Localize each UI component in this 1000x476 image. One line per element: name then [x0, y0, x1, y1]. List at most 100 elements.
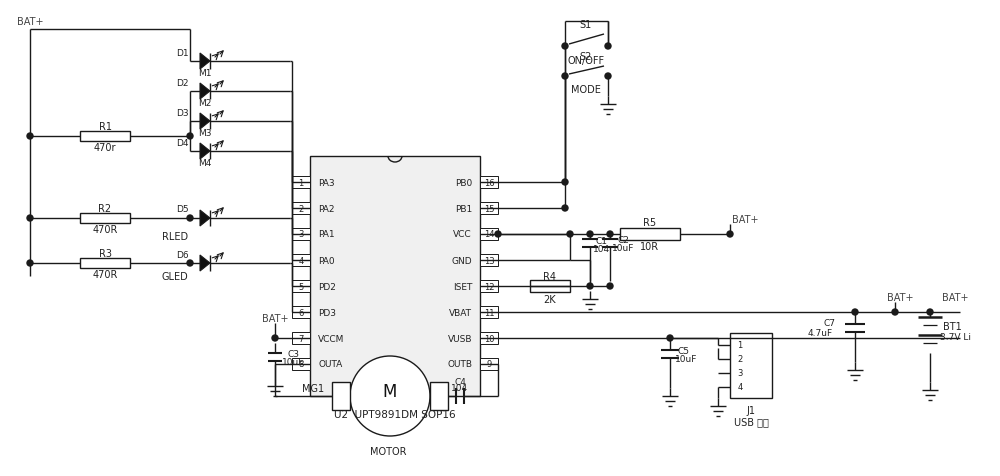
Circle shape: [562, 179, 568, 186]
Bar: [480, 280, 498, 292]
Text: ON/OFF: ON/OFF: [567, 56, 605, 66]
Bar: [730, 333, 772, 398]
Text: C1: C1: [596, 237, 608, 246]
Text: J1: J1: [746, 405, 756, 415]
Text: 104: 104: [593, 245, 611, 254]
Text: R3: R3: [99, 248, 112, 258]
Bar: [480, 332, 498, 344]
Text: OUTB: OUTB: [447, 360, 472, 369]
Bar: [480, 307, 498, 318]
Bar: [80, 132, 130, 142]
Text: 9: 9: [486, 360, 492, 369]
Text: 6: 6: [298, 308, 304, 317]
Text: 5: 5: [298, 282, 304, 291]
Text: 470r: 470r: [94, 143, 116, 153]
Bar: [310, 157, 480, 396]
Circle shape: [727, 231, 733, 238]
Text: D5: D5: [176, 205, 188, 214]
Text: BAT+: BAT+: [887, 292, 913, 302]
Bar: [430, 382, 448, 410]
Circle shape: [852, 309, 858, 315]
Text: D6: D6: [176, 250, 188, 259]
Text: PA1: PA1: [318, 230, 335, 239]
Bar: [292, 177, 310, 188]
Bar: [292, 307, 310, 318]
Bar: [292, 255, 310, 267]
Text: VCC: VCC: [453, 230, 472, 239]
Text: 104: 104: [451, 384, 469, 393]
Text: C5: C5: [678, 347, 690, 356]
Circle shape: [495, 231, 501, 238]
Text: 16: 16: [484, 178, 494, 187]
Text: BT1: BT1: [943, 321, 961, 331]
Text: BAT+: BAT+: [17, 17, 43, 27]
Bar: [292, 332, 310, 344]
Polygon shape: [200, 84, 210, 100]
Text: PB1: PB1: [455, 204, 472, 213]
Text: 470R: 470R: [92, 225, 118, 235]
Circle shape: [187, 260, 193, 267]
Bar: [480, 255, 498, 267]
Bar: [530, 280, 570, 292]
Bar: [292, 280, 310, 292]
Circle shape: [187, 216, 193, 221]
Polygon shape: [200, 256, 210, 271]
Text: M1: M1: [198, 69, 212, 79]
Text: R2: R2: [98, 204, 112, 214]
Text: PA2: PA2: [318, 204, 335, 213]
Text: PD3: PD3: [318, 308, 336, 317]
Text: S2: S2: [580, 52, 592, 62]
Text: M2: M2: [198, 99, 212, 108]
Text: 2K: 2K: [544, 294, 556, 304]
Text: 10R: 10R: [640, 241, 660, 251]
Text: PA3: PA3: [318, 178, 335, 187]
Polygon shape: [200, 144, 210, 159]
Circle shape: [605, 74, 611, 80]
Text: R5: R5: [643, 218, 657, 228]
Bar: [292, 203, 310, 215]
Bar: [292, 358, 310, 370]
Text: 10uF: 10uF: [675, 355, 697, 364]
Text: 3: 3: [737, 369, 743, 378]
Text: 15: 15: [484, 204, 494, 213]
Text: 14: 14: [484, 230, 494, 239]
Text: D3: D3: [176, 108, 188, 117]
Circle shape: [562, 44, 568, 50]
Text: R1: R1: [99, 122, 112, 132]
Text: C7: C7: [823, 319, 835, 328]
Circle shape: [187, 134, 193, 140]
Circle shape: [27, 260, 33, 267]
Text: 1: 1: [737, 341, 743, 350]
Circle shape: [587, 283, 593, 289]
Circle shape: [667, 335, 673, 341]
Text: ISET: ISET: [453, 282, 472, 291]
Circle shape: [27, 216, 33, 221]
Circle shape: [607, 231, 613, 238]
Text: U2  UPT9891DM SOP16: U2 UPT9891DM SOP16: [334, 409, 456, 419]
Text: 3: 3: [298, 230, 304, 239]
Text: S1: S1: [580, 20, 592, 30]
Polygon shape: [200, 54, 210, 70]
Circle shape: [350, 356, 430, 436]
Text: 2: 2: [737, 355, 743, 364]
Circle shape: [587, 231, 593, 238]
Text: VBAT: VBAT: [449, 308, 472, 317]
Text: 8: 8: [298, 360, 304, 369]
Circle shape: [892, 309, 898, 315]
Text: R4: R4: [544, 271, 556, 281]
Text: D4: D4: [176, 138, 188, 147]
Circle shape: [272, 335, 278, 341]
Text: MOTOR: MOTOR: [370, 446, 406, 456]
Circle shape: [562, 206, 568, 211]
Text: 3.7V Li: 3.7V Li: [940, 333, 970, 342]
Text: BAT+: BAT+: [262, 313, 288, 323]
Text: VCCM: VCCM: [318, 334, 344, 343]
Text: MG1: MG1: [302, 383, 324, 393]
Text: 10: 10: [484, 334, 494, 343]
Text: D2: D2: [176, 79, 188, 87]
Text: M3: M3: [198, 129, 212, 138]
Bar: [620, 228, 680, 240]
Bar: [80, 258, 130, 268]
Text: 10uF: 10uF: [612, 244, 634, 253]
Text: PD2: PD2: [318, 282, 336, 291]
